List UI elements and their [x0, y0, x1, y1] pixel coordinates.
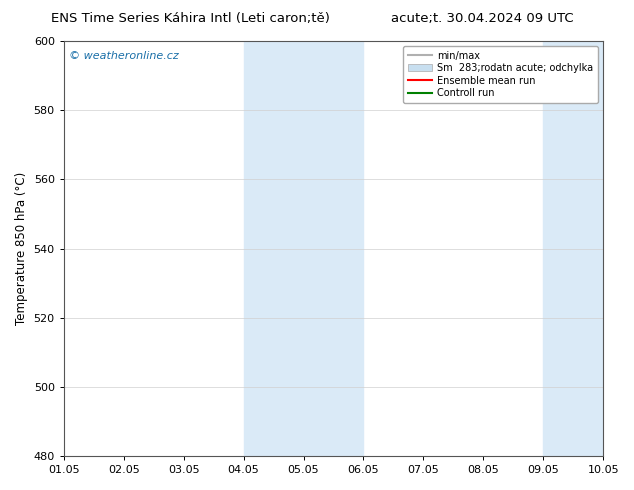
Text: © weatheronline.cz: © weatheronline.cz: [69, 51, 179, 61]
Text: ENS Time Series Káhira Intl (Leti caron;tě): ENS Time Series Káhira Intl (Leti caron;…: [51, 12, 330, 25]
Legend: min/max, Sm  283;rodatn acute; odchylka, Ensemble mean run, Controll run: min/max, Sm 283;rodatn acute; odchylka, …: [403, 46, 598, 103]
Bar: [543, 41, 603, 456]
Bar: [243, 41, 363, 456]
Text: acute;t. 30.04.2024 09 UTC: acute;t. 30.04.2024 09 UTC: [391, 12, 573, 25]
Y-axis label: Temperature 850 hPa (°C): Temperature 850 hPa (°C): [15, 172, 28, 325]
